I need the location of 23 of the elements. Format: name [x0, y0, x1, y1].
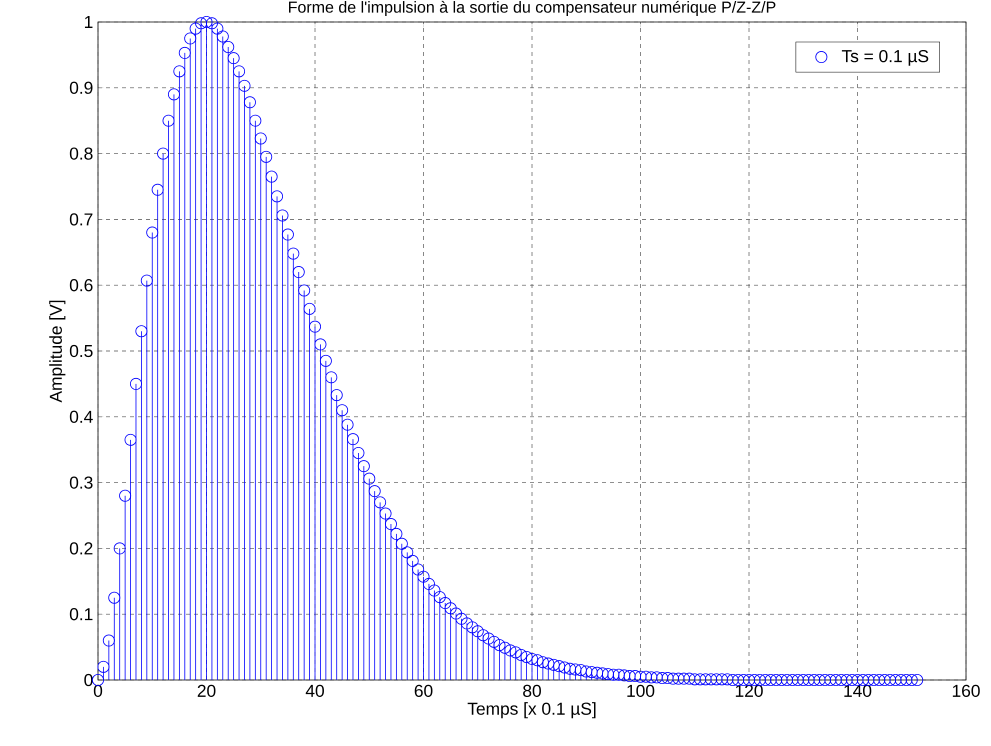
x-tick-label: 80 [523, 684, 541, 697]
y-tick-label: 0.7 [70, 213, 92, 226]
x-tick-label: 100 [627, 684, 654, 697]
y-axis-title: Amplitude [V] [49, 300, 66, 402]
x-tick-label: 60 [414, 684, 432, 697]
x-tick-label: 40 [306, 684, 324, 697]
y-tick-label: 0.8 [70, 147, 93, 160]
y-tick-label: 0.6 [70, 279, 93, 292]
chart-title: Forme de l'impulsion à la sortie du compensateur numérique P/Z-Z/P [289, 0, 776, 16]
y-tick-label: 0.5 [70, 344, 93, 358]
x-tick-label: 20 [198, 684, 216, 697]
y-tick-label: 0.1 [70, 608, 92, 620]
x-tick-label: 120 [736, 684, 763, 697]
x-tick-label: 160 [952, 684, 980, 697]
x-axis-title: Temps [x 0.1 µS] [468, 702, 596, 718]
x-tick-label: 140 [844, 684, 872, 697]
y-tick-label: 0.2 [70, 542, 92, 555]
y-tick-label: 0.3 [70, 476, 93, 489]
legend-label: Ts = 0.1 µS [842, 50, 928, 66]
x-tick-label: 0 [94, 684, 102, 697]
y-tick-label: 0.9 [70, 82, 92, 94]
y-tick-label: 1 [84, 16, 92, 28]
y-tick-label: 0.4 [70, 410, 93, 423]
